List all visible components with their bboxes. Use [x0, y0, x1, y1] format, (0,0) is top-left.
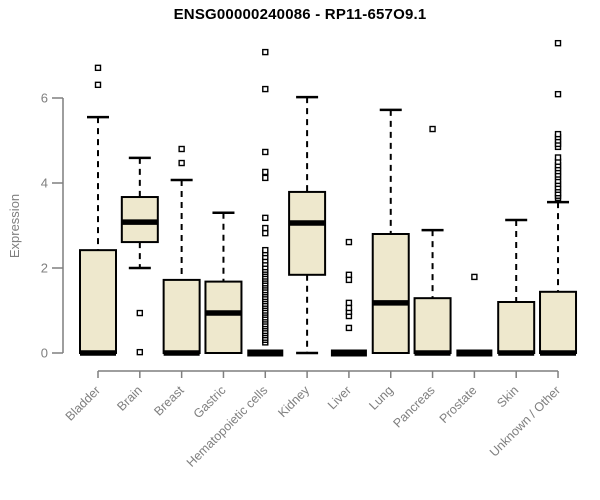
x-tick-label-lung: Lung [366, 383, 396, 413]
outlier-breast [178, 159, 185, 167]
x-tick-label-unknown-other: Unknown / Other [487, 383, 563, 459]
x-tick-label-prostate: Prostate [437, 383, 480, 426]
outlier-hematopoietic-cells [262, 174, 269, 182]
x-tick-label-kidney: Kidney [275, 383, 312, 420]
outlier-unknown-other [554, 130, 562, 138]
x-tick-label-brain: Brain [114, 383, 145, 414]
outlier-hematopoietic-cells [262, 214, 269, 222]
box-gastric [204, 280, 243, 355]
outlier-liver [345, 238, 353, 246]
outlier-liver [345, 276, 353, 284]
box-unknown-other [539, 290, 578, 354]
x-tick-label-liver: Liver [325, 383, 354, 412]
outlier-hematopoietic-cells [262, 246, 269, 254]
outlier-liver [345, 299, 353, 307]
outlier-bladder [94, 64, 102, 72]
outlier-hematopoietic-cells [262, 148, 269, 156]
y-tick-label: 2 [41, 261, 48, 276]
x-tick-label-breast: Breast [151, 383, 187, 419]
box-breast [162, 278, 201, 354]
outlier-liver [345, 304, 353, 312]
y-tick-label: 0 [41, 346, 48, 361]
outlier-unknown-other [554, 154, 562, 161]
outlier-hematopoietic-cells [262, 168, 269, 176]
outlier-pancreas [429, 125, 436, 133]
box-skin [497, 301, 536, 354]
outlier-hematopoietic-cells [262, 229, 269, 237]
outlier-unknown-other [554, 90, 562, 98]
x-tick-label-bladder: Bladder [63, 383, 103, 423]
box-kidney [288, 190, 327, 276]
x-tick-label-skin: Skin [494, 383, 521, 410]
outlier-liver [345, 271, 353, 278]
chart-title: ENSG00000240086 - RP11-657O9.1 [173, 6, 427, 23]
outlier-hematopoietic-cells [262, 48, 269, 56]
outlier-hematopoietic-cells [262, 224, 269, 232]
x-tick-label-pancreas: Pancreas [390, 383, 437, 430]
outlier-breast [178, 145, 185, 153]
outlier-unknown-other [554, 39, 562, 47]
outlier-hematopoietic-cells [262, 85, 269, 93]
outlier-brain [136, 348, 144, 356]
box-bladder [79, 249, 117, 354]
y-tick-label: 6 [41, 91, 48, 106]
x-tick-label-gastric: Gastric [191, 383, 229, 421]
outlier-prostate [471, 273, 478, 281]
outlier-brain [136, 309, 144, 317]
outlier-liver [345, 324, 353, 332]
y-tick-label: 4 [41, 176, 48, 191]
outlier-bladder [94, 81, 102, 89]
box-pancreas [413, 297, 452, 354]
box-lung [371, 233, 410, 354]
x-tick-label-hematopoietic-cells: Hematopoietic cells [184, 383, 271, 470]
